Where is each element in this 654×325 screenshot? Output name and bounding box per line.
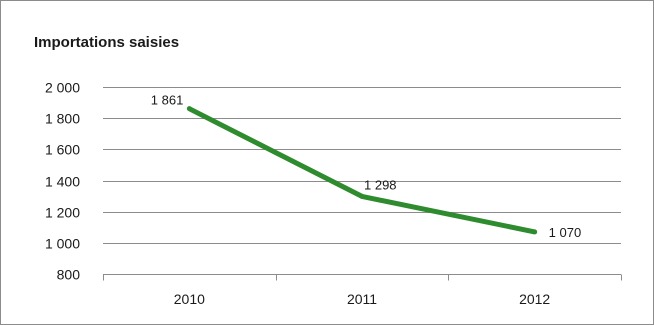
data-labels: 1 861 1 298 1 070 xyxy=(151,93,581,240)
chart-title: Importations saisies xyxy=(34,34,180,51)
data-label: 1 298 xyxy=(364,177,397,192)
x-axis-ticks: 2010 2011 2012 xyxy=(174,291,551,307)
y-axis-ticks: 800 1 000 1 200 1 400 1 600 1 800 2 000 xyxy=(45,80,80,283)
y-tick-label: 1 200 xyxy=(45,205,80,221)
data-label: 1 070 xyxy=(549,225,582,240)
data-label: 1 861 xyxy=(151,93,184,108)
y-tick-label: 800 xyxy=(57,267,81,283)
data-point xyxy=(186,106,192,112)
gridlines xyxy=(103,87,621,244)
data-point xyxy=(359,193,365,199)
y-tick-label: 1 000 xyxy=(45,236,80,252)
axes xyxy=(103,274,622,281)
series-group xyxy=(186,106,538,235)
x-tick-label: 2011 xyxy=(347,291,377,307)
y-tick-label: 1 400 xyxy=(45,174,80,190)
data-point xyxy=(532,229,538,235)
y-tick-label: 1 600 xyxy=(45,142,80,158)
x-tick-label: 2012 xyxy=(519,291,550,307)
series-line xyxy=(188,106,536,235)
y-tick-label: 1 800 xyxy=(45,111,80,127)
x-tick-label: 2010 xyxy=(174,291,205,307)
y-tick-label: 2 000 xyxy=(45,80,80,96)
